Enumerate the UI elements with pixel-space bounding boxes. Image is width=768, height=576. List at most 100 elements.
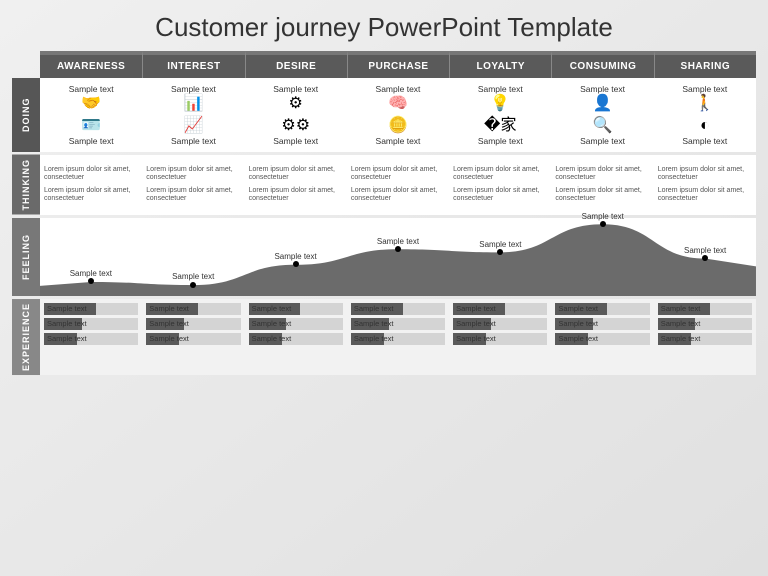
experience-bar-label: Sample text	[354, 334, 394, 343]
experience-cell: Sample text Sample text Sample text	[551, 299, 653, 375]
thinking-cell: Lorem ipsum dolor sit amet, consectetuer…	[654, 155, 756, 215]
doing-item: ◐Sample text	[682, 118, 727, 146]
experience-bar-label: Sample text	[252, 304, 292, 313]
experience-bar-label: Sample text	[47, 304, 87, 313]
doing-icon: 🧠	[388, 96, 408, 112]
page-title: Customer journey PowerPoint Template	[0, 0, 768, 51]
feeling-chart: Sample text Sample text Sample text Sample …	[40, 218, 756, 296]
experience-bar: Sample text	[555, 333, 649, 345]
experience-bar: Sample text	[453, 303, 547, 315]
experience-bar: Sample text	[453, 333, 547, 345]
experience-bar-label: Sample text	[558, 319, 598, 328]
experience-bar: Sample text	[658, 318, 752, 330]
experience-bar: Sample text	[555, 318, 649, 330]
doing-cell: Sample text 💡 �家Sample text	[449, 78, 551, 152]
feeling-point	[88, 278, 94, 284]
feeling-label: Sample text	[274, 252, 316, 261]
experience-bar-label: Sample text	[252, 334, 292, 343]
stage-header: AWARENESS	[40, 51, 142, 78]
experience-bar: Sample text	[249, 303, 343, 315]
doing-icon: 🤝	[81, 96, 101, 112]
doing-item: 🪪 Sample text	[69, 118, 114, 146]
experience-cell: Sample text Sample text Sample text	[654, 299, 756, 375]
stage-header: LOYALTY	[449, 51, 551, 78]
thinking-text: Lorem ipsum dolor sit amet, consectetuer	[249, 166, 343, 183]
doing-text: Sample text	[478, 84, 523, 94]
experience-bar: Sample text	[249, 318, 343, 330]
experience-bar-label: Sample text	[558, 304, 598, 313]
stage-header: DESIRE	[245, 51, 347, 78]
thinking-text: Lorem ipsum dolor sit amet, consectetuer	[555, 166, 649, 183]
thinking-text: Lorem ipsum dolor sit amet, consectetuer	[555, 187, 649, 204]
experience-bar: Sample text	[44, 318, 138, 330]
doing-icon: 🪪	[81, 118, 101, 134]
experience-bar-label: Sample text	[47, 319, 87, 328]
thinking-text: Lorem ipsum dolor sit amet, consectetuer	[249, 187, 343, 204]
experience-bar: Sample text	[146, 333, 240, 345]
doing-cell: Sample text 🤝 🪪 Sample text	[40, 78, 142, 152]
feeling-label: Sample text	[582, 212, 624, 221]
experience-bar-label: Sample text	[558, 334, 598, 343]
experience-bar: Sample text	[146, 303, 240, 315]
doing-item: Sample text🚶	[682, 84, 727, 112]
experience-bar-label: Sample text	[661, 319, 701, 328]
doing-item: �家Sample text	[478, 118, 523, 146]
doing-icon: 🔍	[593, 118, 613, 134]
stage-header: INTEREST	[142, 51, 244, 78]
doing-icon: 📊	[183, 96, 203, 112]
experience-bar: Sample text	[453, 318, 547, 330]
feeling-point	[293, 261, 299, 267]
doing-icon: �家	[484, 118, 516, 134]
thinking-cell: Lorem ipsum dolor sit amet, consectetuer…	[40, 155, 142, 215]
feeling-label: Sample text	[479, 240, 521, 249]
experience-bar: Sample text	[44, 303, 138, 315]
doing-cell: Sample text⚙⚙⚙Sample text	[245, 78, 347, 152]
experience-bar-label: Sample text	[661, 304, 701, 313]
feeling-point	[497, 249, 503, 255]
experience-bar: Sample text	[44, 333, 138, 345]
doing-item: Sample text 📊	[171, 84, 216, 112]
experience-bar-label: Sample text	[149, 334, 189, 343]
experience-bar-label: Sample text	[661, 334, 701, 343]
experience-bar: Sample text	[555, 303, 649, 315]
doing-item: 📈Sample text	[171, 118, 216, 146]
experience-bar: Sample text	[249, 333, 343, 345]
experience-bar-label: Sample text	[354, 304, 394, 313]
doing-icon: ⚙⚙	[281, 118, 310, 134]
doing-item: Sample text 💡	[478, 84, 523, 112]
experience-cell: Sample text Sample text Sample text	[40, 299, 142, 375]
experience-bar: Sample text	[146, 318, 240, 330]
thinking-cell: Lorem ipsum dolor sit amet, consectetuer…	[142, 155, 244, 215]
stage-header: PURCHASE	[347, 51, 449, 78]
row-label-doing: DOING	[12, 78, 40, 152]
thinking-text: Lorem ipsum dolor sit amet, consectetuer	[44, 187, 138, 204]
experience-bar: Sample text	[658, 333, 752, 345]
experience-cell: Sample text Sample text Sample text	[347, 299, 449, 375]
experience-cell: Sample text Sample text Sample text	[449, 299, 551, 375]
experience-bar-label: Sample text	[149, 319, 189, 328]
doing-cell: Sample text 📊 📈Sample text	[142, 78, 244, 152]
experience-bar: Sample text	[351, 318, 445, 330]
doing-row: Sample text 🤝 🪪 Sample text Sample text 📊 📈Sam…	[40, 78, 756, 152]
feeling-label: Sample text	[684, 246, 726, 255]
doing-text: Sample text	[580, 136, 625, 146]
doing-text: Sample text	[171, 84, 216, 94]
doing-text: Sample text	[69, 136, 114, 146]
doing-item: Sample text👤	[580, 84, 625, 112]
doing-icon: 👤	[593, 96, 613, 112]
doing-icon: 💡	[490, 96, 510, 112]
thinking-cell: Lorem ipsum dolor sit amet, consectetuer…	[347, 155, 449, 215]
experience-cell: Sample text Sample text Sample text	[142, 299, 244, 375]
feeling-point	[600, 221, 606, 227]
experience-bar: Sample text	[351, 303, 445, 315]
journey-grid: AWARENESSINTERESTDESIREPURCHASELOYALTYCO…	[12, 51, 756, 375]
thinking-cell: Lorem ipsum dolor sit amet, consectetuer…	[449, 155, 551, 215]
thinking-cell: Lorem ipsum dolor sit amet, consectetuer…	[551, 155, 653, 215]
feeling-label: Sample text	[172, 272, 214, 281]
thinking-text: Lorem ipsum dolor sit amet, consectetuer	[453, 166, 547, 183]
doing-text: Sample text	[69, 84, 114, 94]
doing-text: Sample text	[376, 136, 421, 146]
doing-item: ⚙⚙Sample text	[273, 118, 318, 146]
experience-bar-label: Sample text	[354, 319, 394, 328]
stage-header: CONSUMING	[551, 51, 653, 78]
